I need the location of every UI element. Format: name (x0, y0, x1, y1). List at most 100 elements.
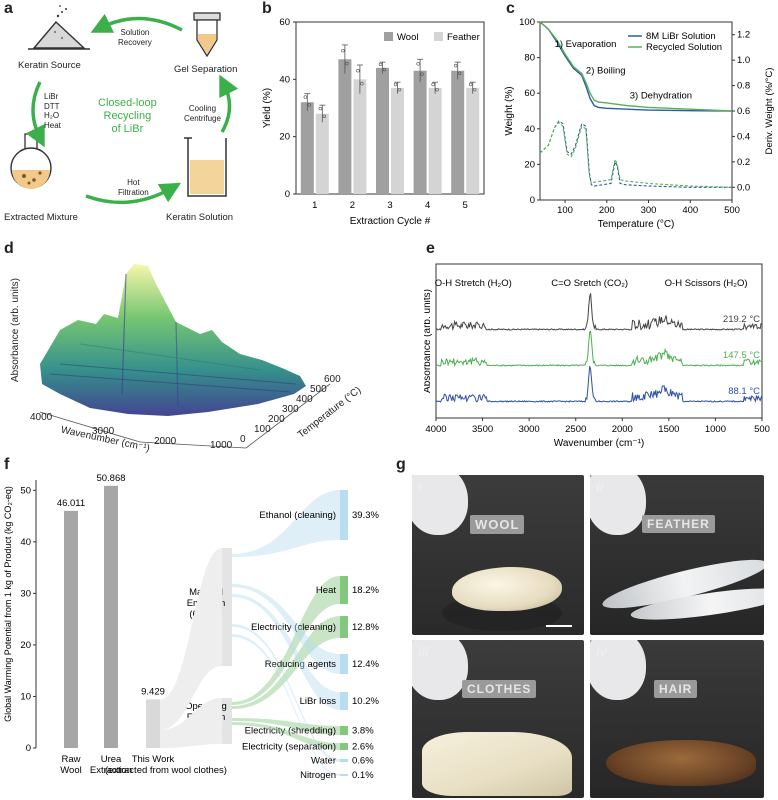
y-tick-label: 20 (524, 159, 535, 170)
d-ytick: 400 (296, 394, 313, 405)
x-tick-label: 3 (387, 200, 392, 211)
d-ytick: 500 (310, 384, 327, 395)
wool-sample (452, 567, 562, 611)
beaker-icon (184, 137, 227, 197)
data-point (318, 106, 322, 111)
chart-b: 0 20 40 60 1 2 3 4 5 Extraction Cycle # Yield (%) W… (262, 17, 485, 227)
legend-label: Feather (447, 32, 480, 43)
x-tick-label: 400 (682, 205, 698, 216)
data-point (303, 95, 307, 99)
x-tick-label: 100 (557, 205, 573, 216)
bar-wool (376, 67, 389, 194)
keratin-source-label: Keratin Source (18, 60, 81, 71)
bar-feather (466, 87, 480, 194)
spectrum-line (435, 366, 763, 403)
panel-label-d: d (4, 240, 14, 257)
x-tick-label: 2 (350, 200, 355, 211)
y2-tick-label: 0.8 (737, 81, 750, 92)
x-tick-label: 5 (463, 200, 468, 211)
sankey-node (340, 726, 348, 735)
y2-axis-label: Deriv. Weight (%/°C) (764, 68, 775, 155)
bar-feather (391, 87, 404, 194)
keratin-pile-icon (28, 5, 90, 50)
centrifuge-tube-icon (193, 12, 221, 58)
x-tick-label: 4 (425, 200, 430, 211)
sankey-flow (232, 490, 340, 557)
plot-frame (295, 21, 485, 195)
emission-bar (64, 510, 78, 748)
tga-line (539, 21, 733, 112)
sankey-group (222, 548, 232, 666)
data-point (473, 87, 477, 92)
legend-label: Recycled Solution (646, 42, 722, 53)
emission-bar (104, 485, 118, 748)
y-axis-label: Global Warming Potential from 1 kg of Pr… (3, 486, 13, 722)
sankey-flow (232, 584, 340, 674)
y-tick-label: 0 (26, 743, 31, 754)
panel-label-a: a (4, 0, 13, 17)
data-point (393, 82, 398, 87)
y-tick-label: 30 (20, 588, 31, 599)
panel-d: Absorbance (arb. units) 4000 3000 2000 1… (0, 244, 412, 454)
panel-label-f: f (4, 456, 10, 473)
data-point (360, 81, 364, 86)
glove-icon (412, 640, 468, 700)
spectrum-label: 88.1 °C (728, 386, 760, 397)
bar-feather (428, 87, 442, 194)
legend-swatch (434, 32, 443, 41)
photo-index: iv (596, 644, 607, 659)
data-point (341, 48, 345, 53)
breakdown-percent: 10.2% (352, 696, 379, 707)
sankey-node (340, 490, 348, 540)
d-ytick: 100 (254, 424, 271, 435)
photo-feather: FEATHER ii (590, 475, 764, 635)
data-point (435, 87, 439, 92)
data-point (356, 69, 360, 73)
y-tick-label: 0 (285, 189, 290, 200)
x-tick-label: Raw (61, 754, 80, 765)
breakdown-label: Ethanol (cleaning) (259, 510, 336, 521)
d-ytick: 600 (324, 374, 341, 385)
x-tick-label: 3500 (472, 424, 493, 435)
data-point (420, 72, 424, 76)
sankey-flow (232, 718, 340, 735)
breakdown-label: Heat (316, 585, 336, 596)
y-tick-label: 20 (20, 640, 31, 651)
x-tick-label: Urea (101, 754, 122, 765)
breakdown-percent: 12.4% (352, 659, 379, 670)
photo-index: iii (418, 644, 429, 659)
y-tick-label: 40 (20, 537, 31, 548)
x-tick-label: 1000 (705, 424, 726, 435)
y2-tick-label: 0.4 (737, 131, 750, 142)
d-xtick: 1000 (210, 440, 233, 451)
breakdown-percent: 0.6% (352, 756, 374, 767)
bar-feather (353, 79, 367, 194)
photo-tag: FEATHER (642, 515, 715, 533)
gel-separation-label: Gel Separation (174, 64, 238, 75)
y2-tick-label: 0.2 (737, 157, 750, 168)
y-tick-label: 60 (524, 88, 535, 99)
d-zlabel: Absorbance (arb. units) (10, 278, 21, 382)
clothes-sample (422, 732, 572, 796)
data-point (458, 71, 462, 76)
glove-icon (412, 475, 468, 535)
y-tick-label: 0 (530, 195, 535, 206)
sankey-node (340, 743, 348, 750)
bar-wool (300, 102, 314, 194)
emission-bar (146, 699, 160, 748)
glove-icon (590, 640, 646, 700)
photo-index: ii (596, 479, 604, 494)
y-tick-label: 40 (524, 124, 535, 135)
sankey-flow (160, 698, 222, 748)
x-tick-label: 2500 (565, 424, 586, 435)
x-tick-label: 1500 (658, 424, 679, 435)
x-tick-label: Wool (60, 765, 81, 776)
photo-index: i (418, 479, 422, 494)
breakdown-percent: 39.3% (352, 510, 379, 521)
scale-bar (546, 625, 572, 627)
data-point (469, 82, 473, 87)
spectrum-label: 219.2 °C (723, 314, 760, 325)
d-xtick: 4000 (30, 412, 53, 423)
data-point (345, 61, 349, 66)
bar-wool (451, 70, 465, 194)
